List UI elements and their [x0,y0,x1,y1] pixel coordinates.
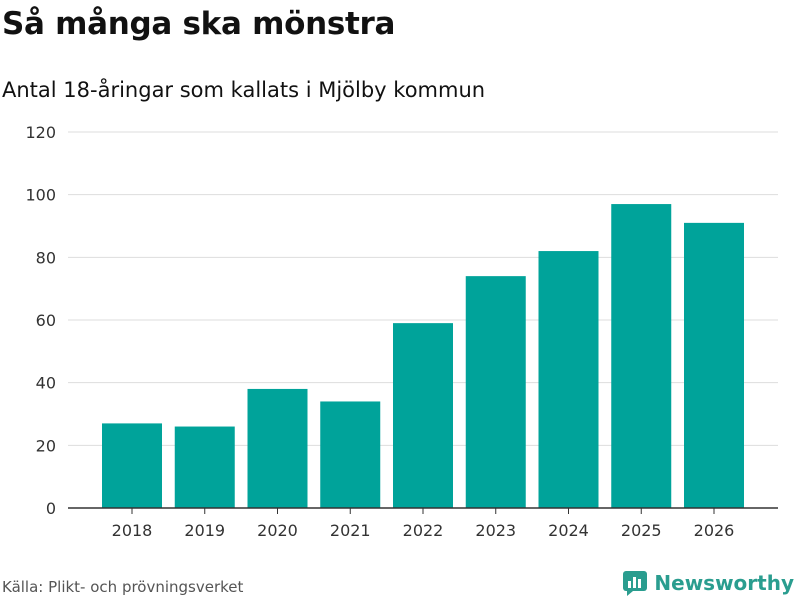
bar-2021[interactable] [320,401,381,508]
bar-2023[interactable] [465,276,526,508]
y-tick-label: 100 [25,186,56,205]
x-tick-label: 2021 [330,521,371,540]
bar-2022[interactable] [393,323,453,508]
bar-2024[interactable] [538,251,599,509]
y-tick-label: 60 [36,311,56,330]
x-tick-label: 2026 [694,521,735,540]
x-tick-label: 2025 [621,521,662,540]
source-note: Källa: Plikt- och prövningsverket [2,578,244,596]
x-tick-label: 2019 [184,521,225,540]
bar-2020[interactable] [247,388,308,508]
y-tick-label: 40 [36,374,56,393]
y-tick-label: 0 [46,499,56,518]
brand-name: Newsworthy [654,571,794,595]
bar-2019[interactable] [174,426,235,508]
x-tick-label: 2020 [257,521,298,540]
bars [102,204,744,509]
brand-logo[interactable]: Newsworthy [622,570,794,596]
bar-chart: 0 20 40 60 80 100 120 2018 2019 2020 2021 2022 2023… [25,123,778,540]
x-axis-ticks: 2018 2019 2020 2021 2022 2023 2024 2025 2026 [112,508,735,540]
newsworthy-icon [623,571,648,596]
bar-2026[interactable] [684,222,744,508]
y-tick-label: 120 [25,123,56,142]
chart-title: Så många ska mönstra [2,6,396,42]
x-tick-label: 2024 [548,521,589,540]
chart-subtitle: Antal 18-åringar som kallats i Mjölby ko… [2,78,486,102]
bar-2018[interactable] [102,423,162,508]
bar-2025[interactable] [611,204,672,509]
x-tick-label: 2022 [403,521,444,540]
x-tick-label: 2018 [112,521,153,540]
y-axis-ticks: 0 20 40 60 80 100 120 [25,123,56,518]
x-tick-label: 2023 [475,521,516,540]
y-tick-label: 80 [36,248,56,267]
y-tick-label: 20 [36,436,56,455]
